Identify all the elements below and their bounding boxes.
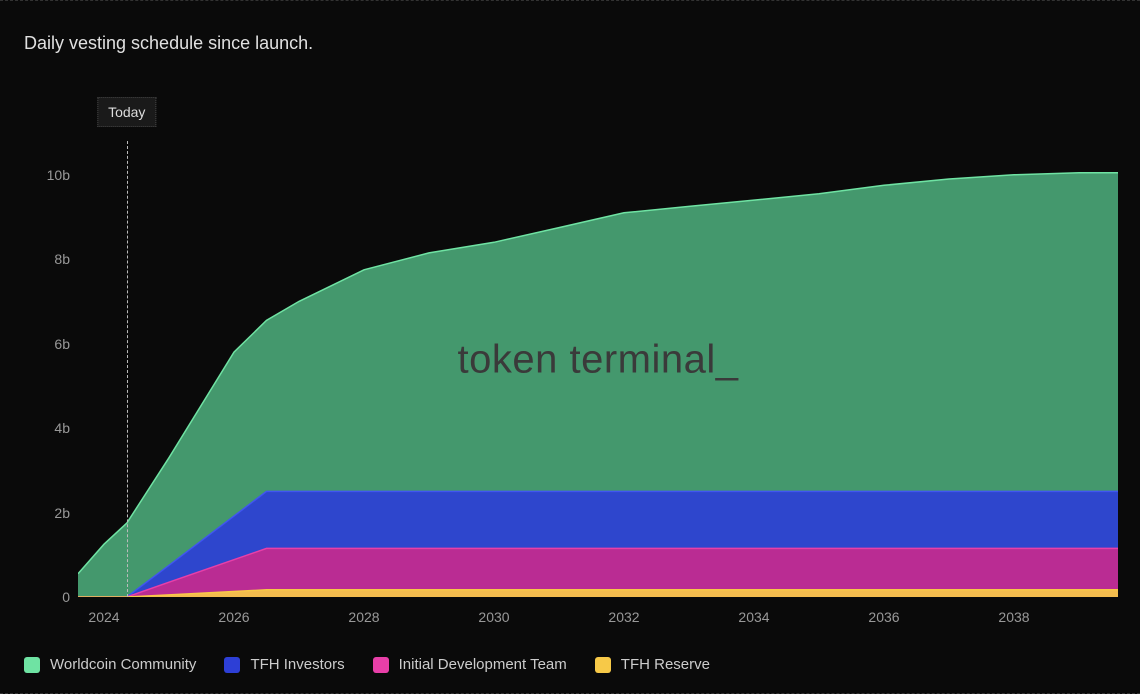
area-svg	[78, 141, 1118, 597]
y-axis-label: 10b	[47, 167, 70, 183]
legend-swatch	[24, 657, 40, 673]
y-axis-label: 2b	[54, 505, 70, 521]
legend-item: Initial Development Team	[373, 656, 567, 673]
legend-label: Worldcoin Community	[50, 656, 196, 673]
y-axis-label: 0	[62, 589, 70, 605]
today-marker-line	[127, 141, 128, 597]
legend-label: Initial Development Team	[399, 656, 567, 673]
legend-label: TFH Reserve	[621, 656, 710, 673]
chart-area: 0 2b 4b 6b 8b 10b 2024 2026 2028 2030 2032 2034 203…	[22, 81, 1118, 641]
y-axis-label: 6b	[54, 336, 70, 352]
y-axis-label: 4b	[54, 420, 70, 436]
legend-label: TFH Investors	[250, 656, 344, 673]
x-axis-label: 2036	[868, 609, 899, 625]
x-axis-label: 2034	[738, 609, 769, 625]
plot-area: token terminal_ Today	[78, 141, 1118, 597]
legend-swatch	[595, 657, 611, 673]
chart-frame: Daily vesting schedule since launch. 0 2b…	[0, 0, 1140, 694]
y-axis-label: 8b	[54, 251, 70, 267]
x-axis-label: 2030	[478, 609, 509, 625]
legend-swatch	[373, 657, 389, 673]
chart-title: Daily vesting schedule since launch.	[24, 33, 313, 54]
x-axis-label: 2026	[218, 609, 249, 625]
today-marker-label: Today	[97, 97, 156, 127]
x-axis-label: 2038	[998, 609, 1029, 625]
legend-item: Worldcoin Community	[24, 656, 196, 673]
legend-item: TFH Reserve	[595, 656, 710, 673]
x-axis-label: 2024	[88, 609, 119, 625]
legend-swatch	[224, 657, 240, 673]
legend: Worldcoin Community TFH Investors Initial …	[24, 656, 710, 673]
x-axis-label: 2028	[348, 609, 379, 625]
x-axis-label: 2032	[608, 609, 639, 625]
legend-item: TFH Investors	[224, 656, 344, 673]
